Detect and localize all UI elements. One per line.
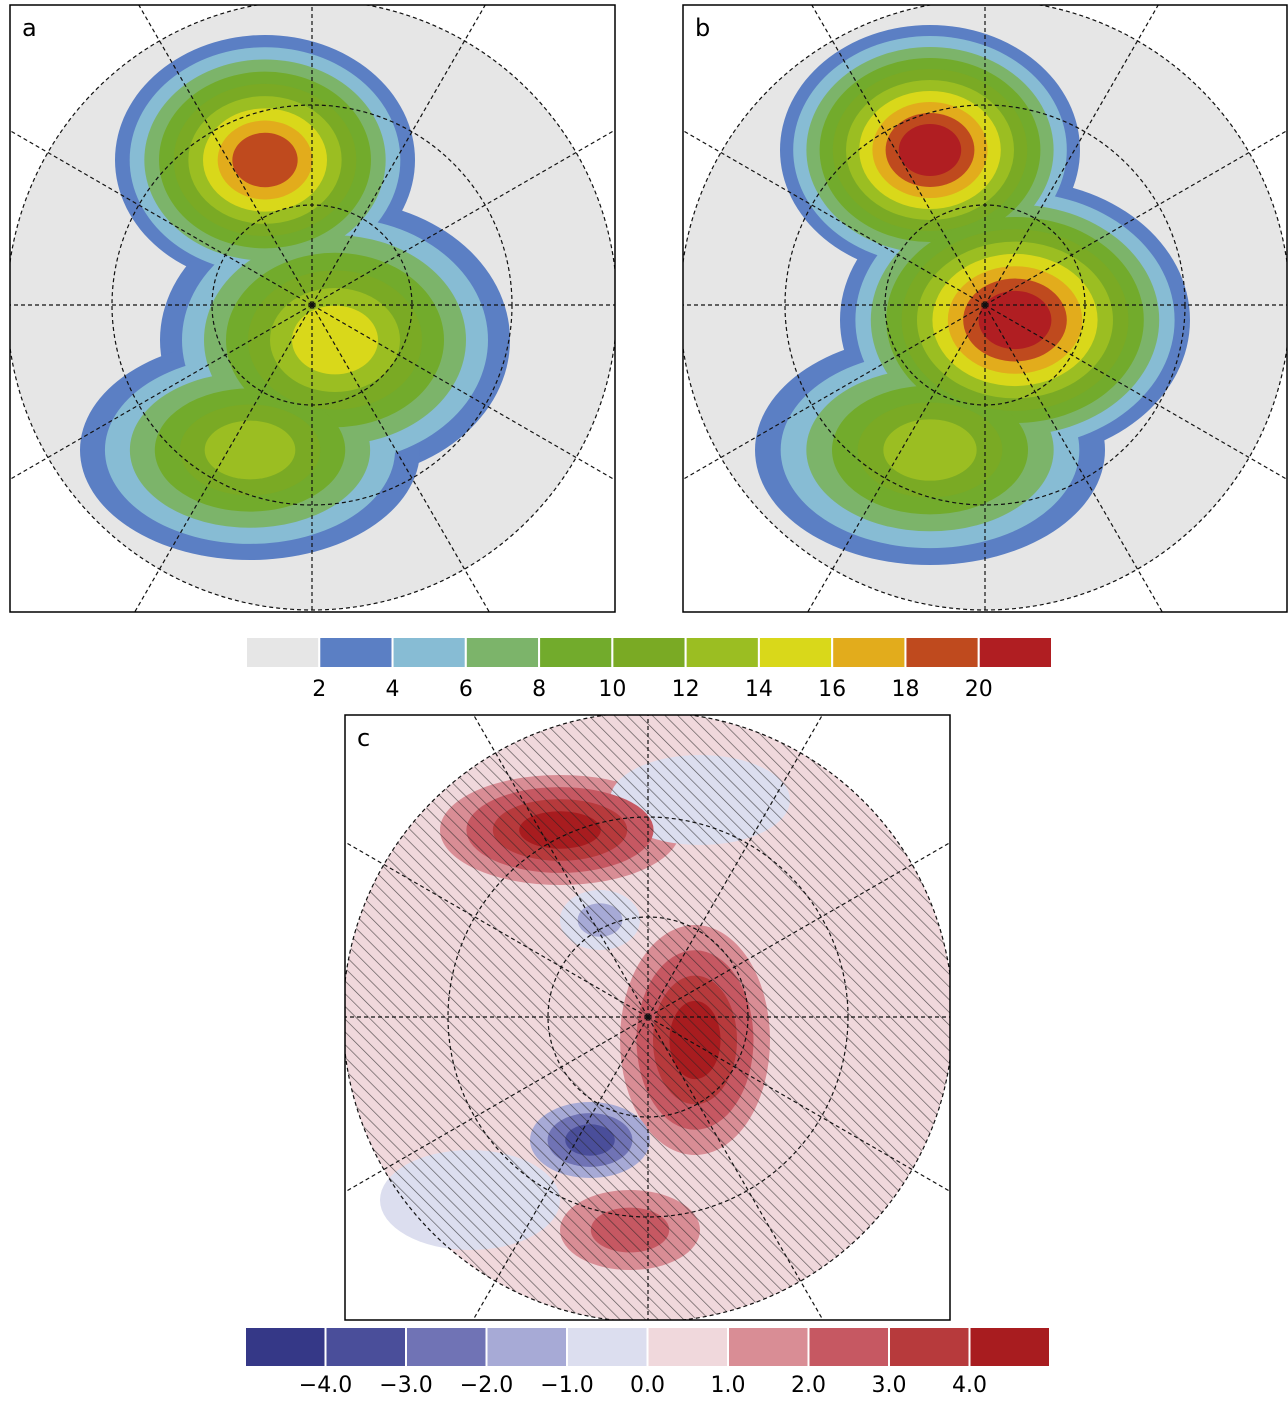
contour-region — [883, 419, 976, 480]
colorbar-tick-label: 16 — [818, 677, 846, 702]
colorbar-box — [539, 637, 612, 668]
colorbar-box — [319, 637, 392, 668]
map-panel — [0, 0, 732, 725]
contour-region — [205, 421, 296, 480]
contour-region — [232, 133, 297, 187]
contour-region — [979, 291, 1052, 349]
colorbar-tick-label: −2.0 — [460, 1373, 513, 1397]
colorbar-box — [809, 1327, 890, 1367]
colorbar-box — [326, 1327, 407, 1367]
colorbar-box — [686, 637, 759, 668]
colorbar-box — [832, 637, 905, 668]
colorbar-tick-label: 2 — [312, 677, 326, 702]
colorbar-tick-label: −3.0 — [379, 1373, 432, 1397]
panel-label: b — [695, 14, 710, 42]
colorbar-box — [246, 637, 319, 668]
colorbar-tick-label: 0.0 — [630, 1373, 665, 1397]
contour-region — [292, 306, 378, 375]
colorbar-box — [567, 1327, 648, 1367]
colorbar-box — [905, 637, 978, 668]
colorbar-box — [245, 1327, 326, 1367]
colorbar-box — [759, 637, 832, 668]
panel-label: c — [357, 724, 370, 752]
colorbar-box — [889, 1327, 970, 1367]
colorbar-box — [466, 637, 539, 668]
colorbar-tick-label: 2.0 — [791, 1373, 826, 1397]
contour-region — [899, 124, 961, 176]
colorbar-tick-label: 12 — [672, 677, 700, 702]
colorbar-box — [970, 1327, 1051, 1367]
colorbar-tick-label: −1.0 — [540, 1373, 593, 1397]
colorbar-tick-label: 8 — [532, 677, 546, 702]
colorbar-tick-label: 4.0 — [952, 1373, 987, 1397]
colorbar-box — [487, 1327, 568, 1367]
panel-label: a — [22, 14, 37, 42]
colorbar-tick-label: −4.0 — [299, 1373, 352, 1397]
colorbar-tick-label: 1.0 — [711, 1373, 746, 1397]
colorbar-box — [612, 637, 685, 668]
colorbar-box — [979, 637, 1052, 668]
colorbar-box — [393, 637, 466, 668]
colorbar-box — [648, 1327, 729, 1367]
colorbar-tick-label: 14 — [745, 677, 773, 702]
colorbar-box — [728, 1327, 809, 1367]
colorbar-tick-label: 10 — [598, 677, 626, 702]
figure: a b c 2 4 6 8 10 12 14 16 18 20 −4.0 −3.0 −2.0 −1.0 0.0 1.… — [0, 0, 1288, 1397]
colorbar-box — [406, 1327, 487, 1367]
colorbar-tick-label: 18 — [891, 677, 919, 702]
colorbar-tick-label: 3.0 — [872, 1373, 907, 1397]
map-panel — [565, 0, 1288, 725]
colorbar-tick-label: 20 — [965, 677, 993, 702]
colorbar-tick-label: 6 — [459, 677, 473, 702]
map-panel — [228, 597, 1068, 1397]
colorbar-tick-label: 4 — [386, 677, 400, 702]
